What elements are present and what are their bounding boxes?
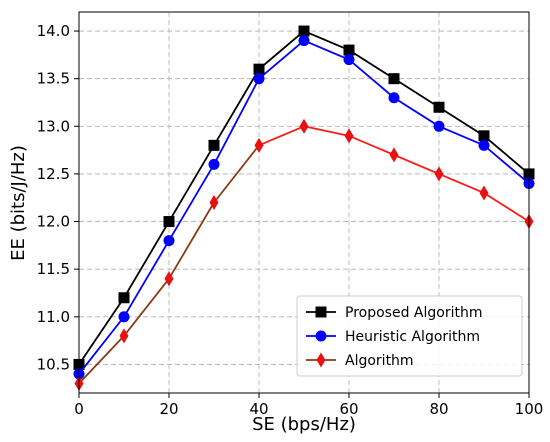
legend-marker bbox=[315, 330, 327, 342]
data-point bbox=[479, 185, 489, 201]
data-point bbox=[209, 195, 219, 210]
series-line-segment bbox=[438, 173, 485, 194]
x-tick-label: 80 bbox=[429, 400, 448, 418]
data-point bbox=[433, 101, 445, 113]
legend-marker bbox=[315, 306, 327, 318]
y-tick-label: 13.5 bbox=[37, 70, 70, 88]
data-point bbox=[164, 271, 174, 287]
plot-frame bbox=[78, 11, 530, 394]
data-point bbox=[343, 44, 355, 56]
legend-label: Proposed Algorithm bbox=[345, 305, 482, 321]
legend-box bbox=[296, 295, 523, 377]
y-tick-label: 12.5 bbox=[37, 165, 70, 183]
series-line-segment bbox=[168, 202, 215, 280]
y-tick-label: 13.0 bbox=[37, 117, 70, 135]
data-point bbox=[163, 216, 175, 228]
x-tick-label: 0 bbox=[74, 400, 84, 418]
series-line-segment bbox=[213, 144, 260, 204]
data-point bbox=[389, 147, 399, 163]
x-tick-label: 40 bbox=[249, 400, 268, 418]
y-tick-label: 14.0 bbox=[37, 22, 70, 40]
series-line-segment bbox=[348, 134, 395, 156]
series-diamond bbox=[74, 118, 534, 391]
data-point bbox=[298, 25, 310, 37]
y-axis-label: EE (bits/J/Hz) bbox=[8, 145, 29, 261]
data-point bbox=[118, 292, 130, 304]
data-point bbox=[388, 73, 400, 85]
legend: Proposed Algorithm Heuristic Algorithm Alg… bbox=[296, 295, 523, 377]
y-tick-label: 11.5 bbox=[37, 260, 70, 278]
series-line-segment bbox=[123, 278, 170, 337]
x-axis-label: SE (bps/Hz) bbox=[252, 414, 356, 435]
data-point bbox=[208, 139, 220, 151]
y-tick-label: 11.0 bbox=[37, 308, 70, 326]
y-tick-label: 12.0 bbox=[37, 213, 70, 231]
data-point bbox=[434, 166, 444, 182]
x-tick-label: 60 bbox=[339, 400, 358, 418]
series-line-segment bbox=[483, 192, 530, 223]
series-line-segment bbox=[303, 125, 350, 137]
data-point bbox=[253, 73, 265, 85]
legend-label: Heuristic Algorithm bbox=[345, 329, 480, 345]
y-tick-label: 10.5 bbox=[37, 355, 70, 373]
series-line-segment bbox=[78, 335, 125, 385]
data-point bbox=[118, 311, 130, 323]
data-point bbox=[119, 328, 129, 344]
data-point bbox=[253, 63, 265, 75]
data-point bbox=[478, 139, 490, 151]
data-point bbox=[299, 118, 309, 134]
series-line-segment bbox=[258, 125, 305, 147]
data-point bbox=[298, 35, 310, 47]
axis-ticks: 0 20 40 60 80 100 10.5 11.0 11.5 12.0 12.5 13.0 13.5… bbox=[37, 22, 544, 418]
series-line-segment bbox=[393, 154, 440, 175]
data-point bbox=[343, 54, 355, 66]
data-point bbox=[388, 92, 400, 104]
x-tick-label: 20 bbox=[159, 400, 178, 418]
legend-label: Algorithm bbox=[345, 353, 414, 369]
x-tick-label: 100 bbox=[515, 400, 544, 418]
data-point bbox=[344, 128, 354, 144]
legend-marker bbox=[316, 352, 326, 368]
data-point bbox=[254, 137, 264, 153]
data-point bbox=[478, 130, 490, 142]
data-point bbox=[208, 158, 220, 170]
data-point bbox=[433, 120, 445, 132]
data-point bbox=[163, 235, 175, 247]
